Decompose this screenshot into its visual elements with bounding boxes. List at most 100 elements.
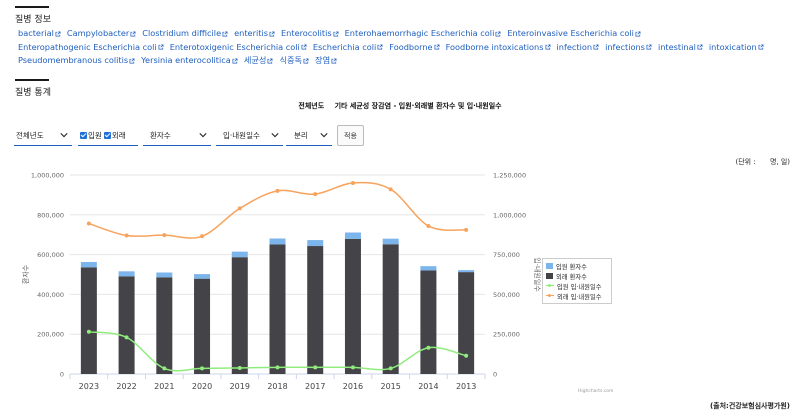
metric-select[interactable]: 환자수 [143, 125, 211, 146]
keyword-tag-label: Pseudomembranous colitis [18, 55, 129, 65]
inpatient-count-bar [231, 251, 248, 258]
keyword-tag-link[interactable]: Enterotoxigenic Escherichia coli [170, 41, 307, 55]
legend-item-outpatient-days[interactable]: 외래 입·내원일수 [546, 291, 608, 301]
outpatient-count-bar [156, 277, 173, 374]
chart-title-category: 전체년도 [298, 102, 325, 110]
class-select[interactable]: 분리 [286, 125, 332, 146]
external-link-icon [232, 58, 238, 63]
unit-note: (단위 : 명, 일) [736, 157, 791, 167]
keyword-tag-link[interactable]: intestinal [658, 41, 703, 55]
chevron-down-icon [199, 133, 207, 138]
inpatient-checkbox[interactable] [80, 131, 87, 139]
x-tick-label: 2022 [116, 382, 136, 391]
disease-stats-heading: 질병 통계 [15, 79, 51, 98]
external-link-icon [593, 44, 599, 50]
keyword-tag-link[interactable]: Pseudomembranous colitis [18, 54, 135, 68]
external-link-icon [129, 58, 135, 63]
unit-note-value: 명, 일) [769, 158, 790, 166]
inpatient-days-point [464, 353, 469, 358]
y-left-tick-label: 600,000 [37, 251, 64, 259]
external-link-icon [377, 44, 383, 50]
external-link-icon [697, 44, 703, 50]
keyword-tag-label: intestinal [657, 41, 696, 52]
year-select-value: 전체년도 [16, 130, 44, 140]
outpatient-days-point [388, 187, 393, 192]
keyword-tag-link[interactable]: Foodborne intoxications [446, 41, 551, 55]
chevron-down-icon [271, 133, 279, 138]
keyword-tag-link[interactable]: Escherichia coli [313, 41, 383, 55]
keyword-tag-link[interactable]: Campylobacter [67, 27, 136, 41]
outpatient-days-point [237, 206, 242, 211]
keyword-tag-label: infection [556, 41, 593, 52]
external-link-icon [331, 58, 337, 63]
keyword-tag-link[interactable]: bacterial [18, 27, 61, 41]
chart-title-subject: 기타 세균성 장감염 - 입원·외래별 환자수 및 입·내원일수 [334, 102, 502, 110]
keyword-tag-label: bacterial [18, 28, 54, 38]
y-right-tick-label: 750,000 [493, 251, 520, 259]
keyword-tag-link[interactable]: 식중독 [279, 54, 309, 68]
keyword-tag-link[interactable]: Clostridium difficile [142, 27, 228, 41]
keyword-tag-link[interactable]: Enterohaemorrhagic Escherichia coli [345, 27, 502, 41]
outpatient-days-point [275, 188, 280, 193]
keyword-tag-label: Enterocolitis [281, 28, 332, 38]
highcharts-credit[interactable]: Highcharts.com [578, 389, 614, 394]
keyword-tag-link[interactable]: infections [605, 41, 652, 55]
external-link-icon [545, 44, 550, 50]
keyword-tag-link[interactable]: Enteropathogenic Escherichia coli [18, 41, 164, 55]
legend-item-inpatient-days[interactable]: 입원 입·내원일수 [546, 281, 608, 291]
keyword-tag-link[interactable]: infection [557, 41, 600, 55]
apply-button[interactable]: 적용 [337, 125, 364, 146]
external-link-icon [646, 44, 652, 50]
x-tick-label: 2016 [343, 382, 363, 391]
outpatient-days-point [200, 234, 205, 239]
outpatient-count-bar [344, 238, 361, 374]
unit-select-value: 입·내원일수 [223, 130, 260, 140]
unit-select[interactable]: 입·내원일수 [216, 125, 283, 146]
year-select[interactable]: 전체년도 [14, 125, 72, 146]
outpatient-count-bar [269, 244, 286, 374]
inpatient-count-bar [420, 266, 437, 271]
keyword-tag-link[interactable]: Enterocolitis [281, 27, 339, 41]
external-link-icon [303, 58, 309, 63]
legend-item-inpatient-count[interactable]: 입원 환자수 [546, 261, 608, 271]
legend-item-outpatient-count[interactable]: 외래 환자수 [546, 271, 608, 281]
keyword-tag-link[interactable]: 세균성 [244, 54, 274, 68]
outpatient-checkbox[interactable] [103, 131, 111, 139]
outpatient-count-bar [118, 276, 135, 374]
y-right-tick-label: 1,250,000 [493, 172, 526, 180]
x-tick-label: 2021 [154, 382, 174, 391]
inpatient-count-bar [194, 274, 211, 279]
keyword-tag-label: 장염 [315, 55, 331, 65]
x-tick-label: 2020 [192, 382, 212, 391]
keyword-tag-label: Foodborne [389, 41, 433, 52]
keyword-tag-link[interactable]: Foodborne [389, 41, 440, 55]
outpatient-days-point [350, 180, 355, 185]
y-left-tick-label: 0 [60, 371, 64, 379]
external-link-icon [495, 31, 501, 36]
x-tick-label: 2015 [381, 382, 401, 391]
outpatient-days-point [464, 227, 469, 232]
keyword-tag-link[interactable]: Yersinia enterocolitica [141, 54, 238, 68]
outpatient-checkbox-label: 외래 [111, 130, 126, 140]
y-left-tick-label: 800,000 [37, 211, 64, 219]
x-tick-label: 2019 [230, 382, 250, 391]
keyword-tag-link[interactable]: Enteroinvasive Escherichia coli [507, 27, 641, 41]
inpatient-days-point [275, 365, 280, 370]
external-link-icon [758, 44, 764, 50]
chevron-down-icon [60, 133, 68, 138]
patient-type-checkboxes: 입원 외래 [78, 125, 138, 146]
x-tick-label: 2017 [305, 382, 325, 391]
keyword-tag-label: 세균성 [243, 55, 267, 65]
external-link-icon [267, 58, 273, 63]
outpatient-days-point [426, 223, 431, 228]
source-note: (출처:건강보험심사평가원) [709, 402, 790, 410]
keyword-tag-link[interactable]: 장염 [315, 54, 337, 68]
y-left-tick-label: 1,000,000 [31, 172, 64, 180]
keyword-tag-link[interactable]: enteritis [234, 27, 275, 41]
keyword-tag-label: infections [605, 41, 645, 52]
inpatient-count-bar [80, 261, 97, 268]
outpatient-days-point [124, 233, 129, 238]
keyword-tag-label: intoxication [708, 41, 757, 52]
keyword-tag-link[interactable]: intoxication [709, 41, 764, 55]
external-link-icon [333, 31, 339, 36]
